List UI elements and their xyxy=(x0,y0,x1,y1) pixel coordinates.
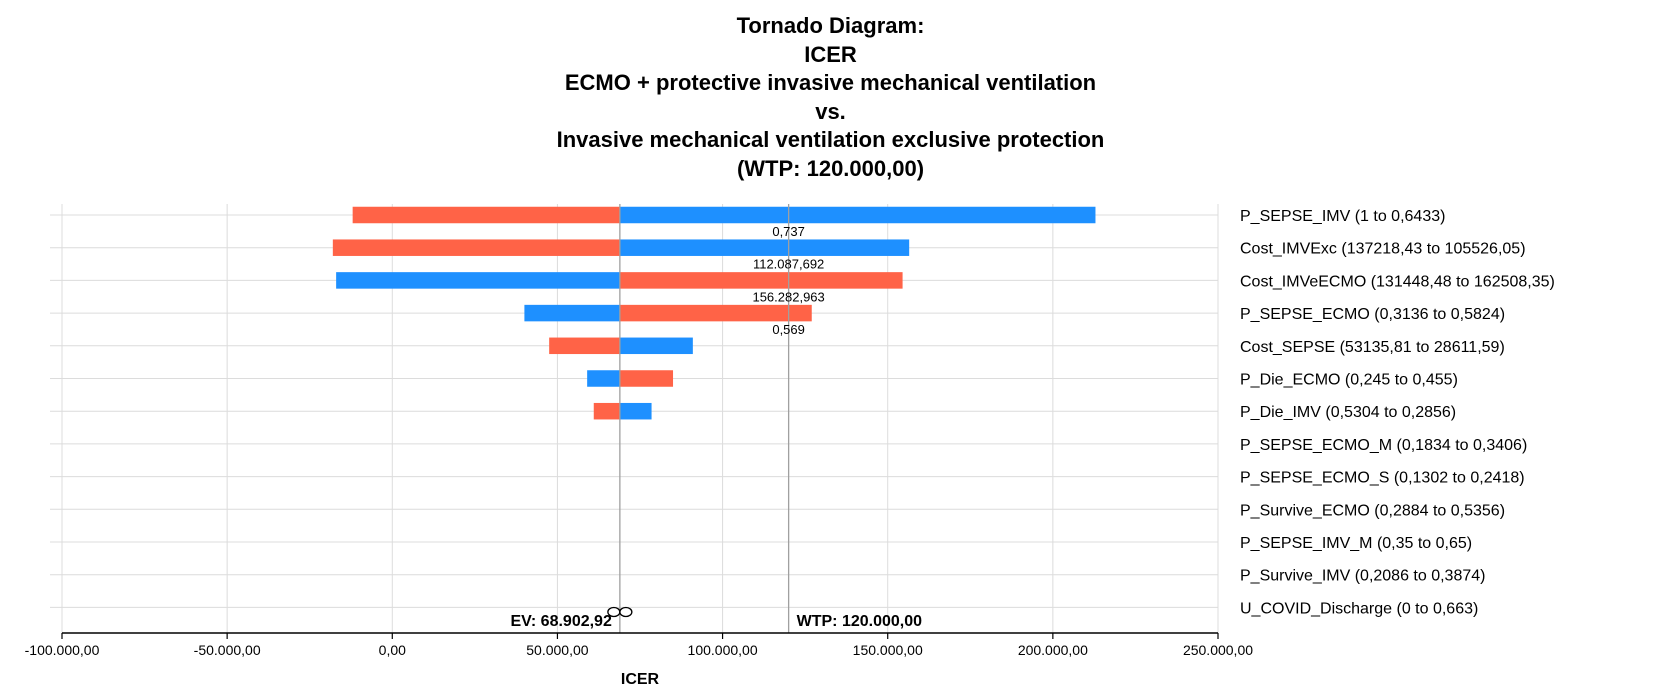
category-label: P_Die_IMV (0,5304 to 0,2856) xyxy=(1240,404,1456,421)
bar-annotation: 112.087,692 xyxy=(753,257,824,272)
title-line-1: Tornado Diagram: xyxy=(736,13,925,38)
reference-lines: EV: 68.902,92 WTP: 120.000,00 xyxy=(510,204,922,633)
title-line-2: ICER xyxy=(804,41,857,67)
infinity-icon xyxy=(607,606,633,618)
x-tick-label: 0,00 xyxy=(379,642,406,658)
x-tick-label: -50.000,00 xyxy=(194,642,261,658)
x-tick-label: 100.000,00 xyxy=(688,642,758,658)
bar-blue xyxy=(336,272,620,289)
x-axis: -100.000,00 -50.000,00 0,00 50.000,00 100.00… xyxy=(25,632,1253,658)
bar-red xyxy=(619,370,674,387)
bar-blue xyxy=(619,402,652,420)
title-line-5: Invasive mechanical ventilation exclusiv… xyxy=(556,127,1105,152)
x-tick-label: 50.000,00 xyxy=(526,642,588,658)
category-label: P_SEPSE_IMV_M (0,35 to 0,65) xyxy=(1240,535,1472,552)
bar-blue xyxy=(619,239,910,256)
bar-annotation: 156.282,963 xyxy=(752,289,824,304)
bar-annotation: 0,737 xyxy=(772,224,805,239)
bar-red xyxy=(619,304,812,322)
bar-red xyxy=(332,239,620,256)
x-tick-label: 200.000,00 xyxy=(1018,642,1088,658)
category-label: P_SEPSE_IMV (1 to 0,6433) xyxy=(1240,208,1445,225)
chart-title: Tornado Diagram: ICER ECMO + protective … xyxy=(0,12,1661,183)
x-tick-label: -100.000,00 xyxy=(25,642,100,658)
infinity-loop-right xyxy=(619,606,633,618)
bar-red xyxy=(619,272,903,289)
category-label: Cost_SEPSE (53135,81 to 28611,59) xyxy=(1240,339,1505,356)
category-label: Cost_IMVExc (137218,43 to 105526,05) xyxy=(1240,241,1526,258)
x-tick-label: 250.000,00 xyxy=(1183,642,1253,658)
bar-red xyxy=(549,337,620,355)
bar-red xyxy=(593,402,620,420)
title-line-3: ECMO + protective invasive mechanical ve… xyxy=(564,70,1097,95)
x-axis-title: ICER xyxy=(621,671,660,688)
bar-blue xyxy=(619,206,1096,224)
category-label: U_COVID_Discharge (0 to 0,663) xyxy=(1240,600,1478,617)
category-labels: P_SEPSE_IMV (1 to 0,6433) 0,737 Cost_IMVEx… xyxy=(752,208,1554,617)
category-label: P_Die_ECMO (0,245 to 0,455) xyxy=(1240,372,1458,389)
title-line-6: (WTP: 120.000,00) xyxy=(736,155,925,181)
category-label: P_Survive_ECMO (0,2884 to 0,5356) xyxy=(1240,502,1505,519)
category-label: P_SEPSE_ECMO_S (0,1302 to 0,2418) xyxy=(1240,470,1525,487)
category-label: Cost_IMVeECMO (131448,48 to 162508,35) xyxy=(1240,273,1555,290)
ev-label: EV: 68.902,92 xyxy=(510,613,612,630)
wtp-label: WTP: 120.000,00 xyxy=(797,613,923,630)
bars xyxy=(332,206,1096,420)
bar-blue xyxy=(524,304,620,322)
bar-blue xyxy=(587,370,620,387)
bar-blue xyxy=(619,337,693,355)
x-tick-label: 150.000,00 xyxy=(853,642,923,658)
bar-annotation: 0,569 xyxy=(772,322,805,337)
infinity-loop-left xyxy=(607,606,621,618)
category-label: P_SEPSE_ECMO_M (0,1834 to 0,3406) xyxy=(1240,437,1527,454)
bar-red xyxy=(352,206,620,224)
category-label: P_SEPSE_ECMO (0,3136 to 0,5824) xyxy=(1240,306,1505,323)
title-line-4: vs. xyxy=(815,98,846,124)
category-label: P_Survive_IMV (0,2086 to 0,3874) xyxy=(1240,568,1485,585)
